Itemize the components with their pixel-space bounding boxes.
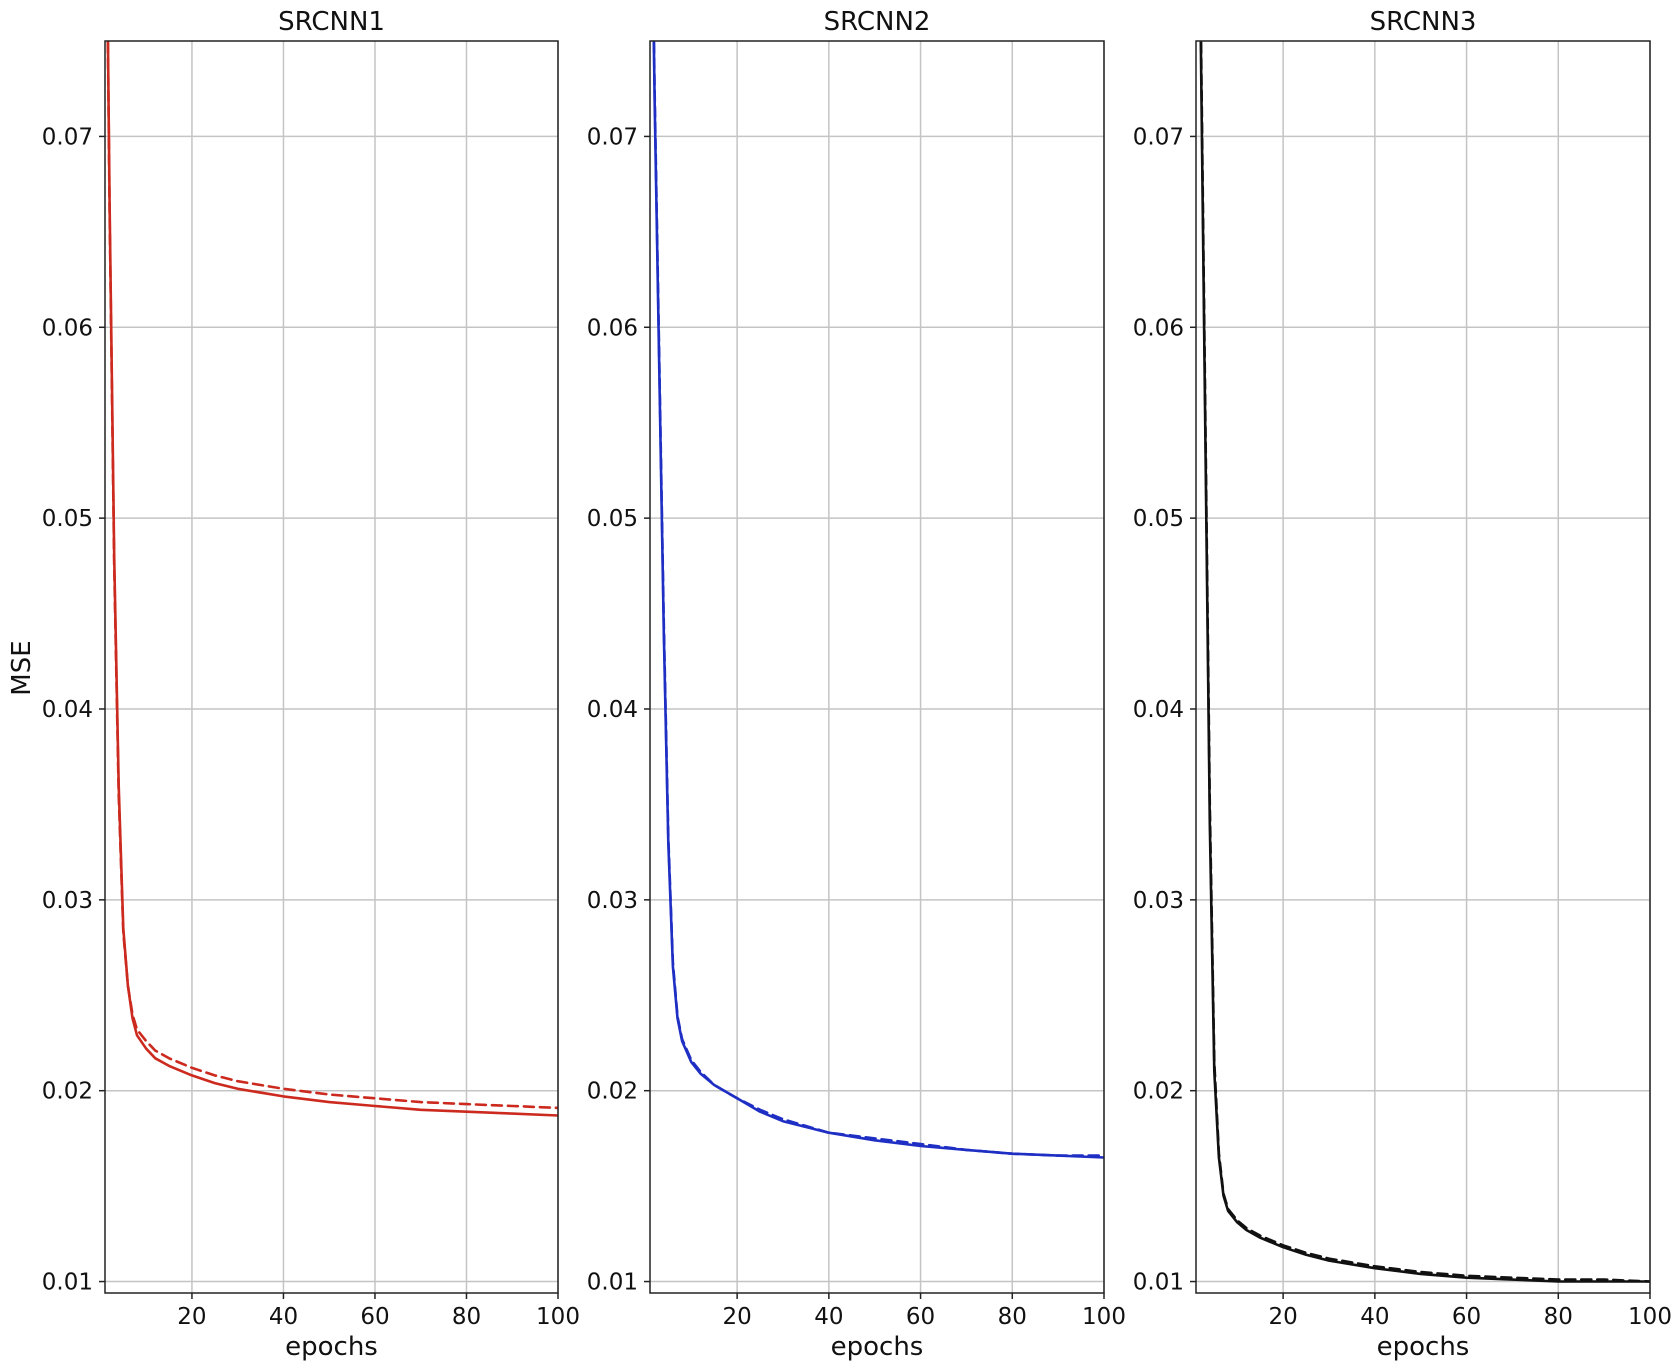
panel-2: 20 40 60 80 100 0.01 0.02 0.03 0.04 0.05 0.06 0.07 S… xyxy=(587,7,1126,1362)
panel-1: 20 40 60 80 100 0.01 0.02 0.03 0.04 0.05 0.06 0.07 S… xyxy=(42,7,580,1362)
x-tick-label: 80 xyxy=(1544,1304,1573,1330)
series-line-solid xyxy=(652,41,1104,1159)
x-tick-label: 100 xyxy=(536,1304,580,1330)
x-tick-label: 20 xyxy=(177,1304,206,1330)
x-tick-label: 60 xyxy=(360,1304,389,1330)
y-tick-label: 0.01 xyxy=(1133,1270,1184,1296)
panel-title: SRCNN2 xyxy=(824,7,931,37)
x-tick-label: 40 xyxy=(814,1304,843,1330)
y-tick-label: 0.04 xyxy=(1133,697,1184,723)
y-tick-label: 0.02 xyxy=(42,1079,93,1105)
x-axis-title: epochs xyxy=(831,1332,924,1362)
plot-frame xyxy=(649,40,1105,1294)
y-tick-label: 0.06 xyxy=(587,315,638,341)
x-tick-label: 80 xyxy=(998,1304,1027,1330)
x-tick-label: 20 xyxy=(1268,1304,1297,1330)
y-tick-label: 0.05 xyxy=(1133,506,1184,532)
y-tick-label: 0.06 xyxy=(42,315,93,341)
x-tick-label: 40 xyxy=(269,1304,298,1330)
series-line-solid xyxy=(1199,41,1650,1283)
x-tick-label: 60 xyxy=(1452,1304,1481,1330)
y-tick-label: 0.07 xyxy=(587,124,638,150)
x-axis-title: epochs xyxy=(1377,1332,1470,1362)
series-line-dashed xyxy=(652,41,1104,1157)
y-tick-label: 0.03 xyxy=(587,888,638,914)
x-tick-label: 100 xyxy=(1628,1304,1672,1330)
y-tick-label: 0.02 xyxy=(587,1079,638,1105)
y-tick-label: 0.04 xyxy=(42,697,93,723)
y-tick-label: 0.07 xyxy=(1133,124,1184,150)
y-tick-label: 0.01 xyxy=(42,1270,93,1296)
y-tick-label: 0.05 xyxy=(587,506,638,532)
y-tick-label: 0.03 xyxy=(42,888,93,914)
x-tick-label: 80 xyxy=(452,1304,481,1330)
plot-frame xyxy=(1195,40,1651,1294)
x-axis-title: epochs xyxy=(285,1332,378,1362)
series-line-dashed xyxy=(1199,41,1650,1283)
panel-title: SRCNN3 xyxy=(1370,7,1477,37)
x-tick-label: 100 xyxy=(1082,1304,1126,1330)
y-tick-label: 0.01 xyxy=(587,1270,638,1296)
plot-frame xyxy=(104,40,559,1294)
y-axis-title: MSE xyxy=(7,640,37,695)
y-tick-label: 0.06 xyxy=(1133,315,1184,341)
series-line-dashed xyxy=(106,41,558,1110)
panel-3: 20 40 60 80 100 0.01 0.02 0.03 0.04 0.05 0.06 0.07 S… xyxy=(1133,7,1672,1362)
series-line-solid xyxy=(106,41,558,1117)
y-tick-label: 0.03 xyxy=(1133,888,1184,914)
x-tick-label: 40 xyxy=(1360,1304,1389,1330)
x-tick-label: 60 xyxy=(906,1304,935,1330)
y-tick-label: 0.02 xyxy=(1133,1079,1184,1105)
panel-title: SRCNN1 xyxy=(278,7,385,37)
y-tick-label: 0.04 xyxy=(587,697,638,723)
x-tick-label: 20 xyxy=(722,1304,751,1330)
y-tick-label: 0.05 xyxy=(42,506,93,532)
y-tick-label: 0.07 xyxy=(42,124,93,150)
